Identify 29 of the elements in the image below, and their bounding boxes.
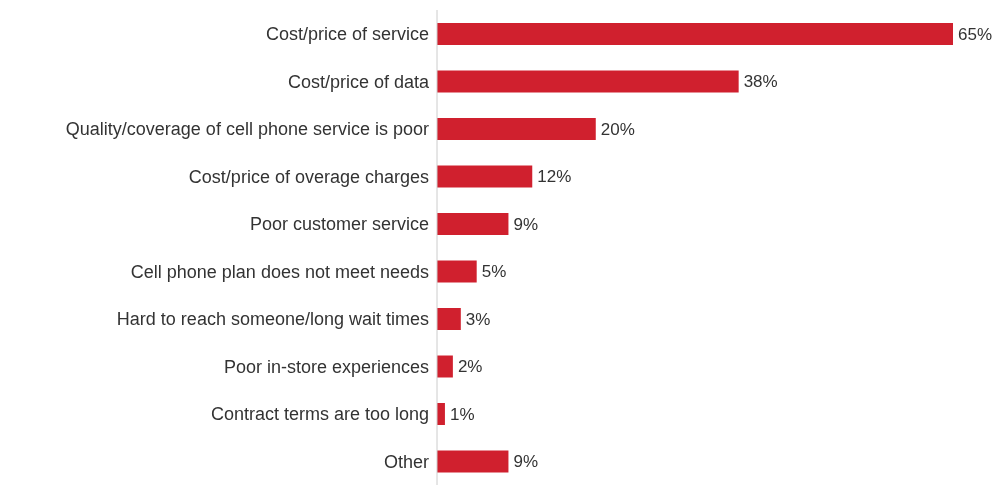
- data-label: 3%: [465, 309, 491, 329]
- bar: [437, 260, 477, 283]
- bar: [437, 308, 461, 330]
- y-tick-label: Contract terms are too long: [210, 404, 429, 425]
- bar: [437, 355, 453, 378]
- y-tick-label: Quality/coverage of cell phone service is poor: [65, 119, 429, 140]
- y-tick-label: Cell phone plan does not meet needs: [130, 261, 429, 282]
- data-label: 1%: [449, 404, 475, 424]
- data-label: 9%: [513, 214, 539, 234]
- data-label: 9%: [513, 452, 539, 471]
- data-label: 5%: [481, 262, 507, 281]
- bar: [437, 213, 509, 235]
- y-tick-label: Cost/price of service: [265, 24, 429, 45]
- data-label: 20%: [600, 119, 635, 139]
- bar: [437, 23, 953, 45]
- y-tick-label: Hard to reach someone/long wait times: [116, 309, 429, 330]
- data-label: 65%: [958, 24, 993, 44]
- bar: [437, 70, 739, 93]
- bar: [437, 118, 596, 140]
- y-tick-label: Poor customer service: [249, 214, 429, 235]
- y-tick-label: Other: [383, 451, 429, 472]
- y-tick-label: Cost/price of overage charges: [188, 166, 429, 187]
- bar: [437, 450, 509, 473]
- data-label: 38%: [743, 72, 778, 91]
- bar: [437, 165, 533, 188]
- y-tick-label: Poor in-store experiences: [223, 356, 429, 377]
- data-label: 12%: [537, 167, 572, 186]
- y-tick-label: Cost/price of data: [287, 71, 430, 92]
- data-label: 2%: [457, 357, 483, 376]
